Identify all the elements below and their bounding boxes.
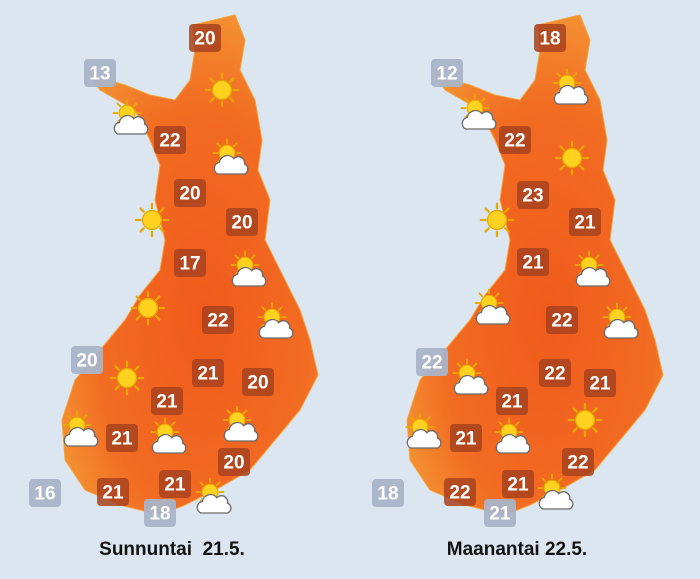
temperature: 22 xyxy=(551,311,572,332)
sun-icon xyxy=(109,360,145,396)
temperature: 22 xyxy=(159,131,180,152)
temp-box xyxy=(416,348,448,376)
temperature: 18 xyxy=(539,29,560,50)
temp-box xyxy=(546,306,578,334)
temperature: 22 xyxy=(544,364,565,385)
temp-box xyxy=(174,249,206,277)
sun-icon xyxy=(554,140,590,176)
temp-box xyxy=(517,248,549,276)
sun-icon xyxy=(567,402,603,438)
temp-box xyxy=(431,59,463,87)
temperature: 20 xyxy=(194,29,215,50)
caption: Sunnuntai 21.5. xyxy=(99,539,245,560)
temperature: 20 xyxy=(231,213,252,234)
temperature: 21 xyxy=(522,253,544,274)
temp-box xyxy=(496,387,528,415)
temperature: 21 xyxy=(507,475,529,496)
temp-box xyxy=(159,470,191,498)
temp-box xyxy=(539,359,571,387)
temp-box xyxy=(517,181,549,209)
temp-box xyxy=(71,346,103,374)
temperature: 20 xyxy=(179,184,200,205)
temperature: 21 xyxy=(589,374,611,395)
temp-box xyxy=(450,424,482,452)
temperature: 13 xyxy=(89,64,110,85)
caption: Maanantai 22.5. xyxy=(447,539,587,560)
temperature: 22 xyxy=(449,483,470,504)
cloud-icon xyxy=(113,114,149,135)
temperature: 23 xyxy=(522,186,543,207)
temperature: 22 xyxy=(567,453,588,474)
temp-box xyxy=(97,478,129,506)
temperature: 21 xyxy=(501,392,523,413)
temperature: 21 xyxy=(156,392,178,413)
temp-box xyxy=(218,448,250,476)
temp-box xyxy=(106,424,138,452)
temp-box xyxy=(29,479,61,507)
temperature: 20 xyxy=(76,351,97,372)
temperature: 18 xyxy=(149,504,170,525)
temperature: 18 xyxy=(377,484,398,505)
temp-box xyxy=(484,499,516,527)
temperature: 22 xyxy=(207,311,228,332)
cloud-icon xyxy=(196,493,232,514)
map: 20 13 22 20 20 17 22 20 21 20 21 21 20 16 21 21 18 Sunnun… xyxy=(29,14,319,560)
temp-box xyxy=(502,470,534,498)
map: 18 12 22 23 21 21 22 22 22 21 21 21 22 18 22 21 21 Maanan… xyxy=(372,14,664,560)
temp-box xyxy=(534,24,566,52)
temp-box xyxy=(154,126,186,154)
sun-icon xyxy=(204,72,240,108)
temp-box xyxy=(562,448,594,476)
temperature: 22 xyxy=(504,131,525,152)
temperature: 21 xyxy=(164,475,186,496)
temp-box xyxy=(226,208,258,236)
temperature: 21 xyxy=(574,213,596,234)
temperature: 21 xyxy=(489,504,511,525)
temp-box xyxy=(444,478,476,506)
temp-box xyxy=(569,208,601,236)
temp-box xyxy=(192,359,224,387)
sun-icon xyxy=(134,202,170,238)
temp-box xyxy=(174,179,206,207)
temperature: 17 xyxy=(179,254,200,275)
temp-box xyxy=(202,306,234,334)
temperature: 21 xyxy=(455,429,477,450)
temperature: 21 xyxy=(197,364,219,385)
cloud-icon xyxy=(461,109,497,130)
temp-box xyxy=(242,368,274,396)
temperature: 22 xyxy=(421,353,442,374)
temp-box xyxy=(189,24,221,52)
temperature: 21 xyxy=(111,429,133,450)
temperature: 16 xyxy=(34,484,55,505)
temperature: 21 xyxy=(102,483,124,504)
temperature: 20 xyxy=(223,453,244,474)
temp-box xyxy=(499,126,531,154)
temp-box xyxy=(151,387,183,415)
temp-box xyxy=(144,499,176,527)
sun-icon xyxy=(479,202,515,238)
sun-icon xyxy=(130,290,166,326)
temperature: 12 xyxy=(436,64,457,85)
temp-box xyxy=(372,479,404,507)
temp-box xyxy=(84,59,116,87)
temperature: 20 xyxy=(247,373,268,394)
temp-box xyxy=(584,369,616,397)
